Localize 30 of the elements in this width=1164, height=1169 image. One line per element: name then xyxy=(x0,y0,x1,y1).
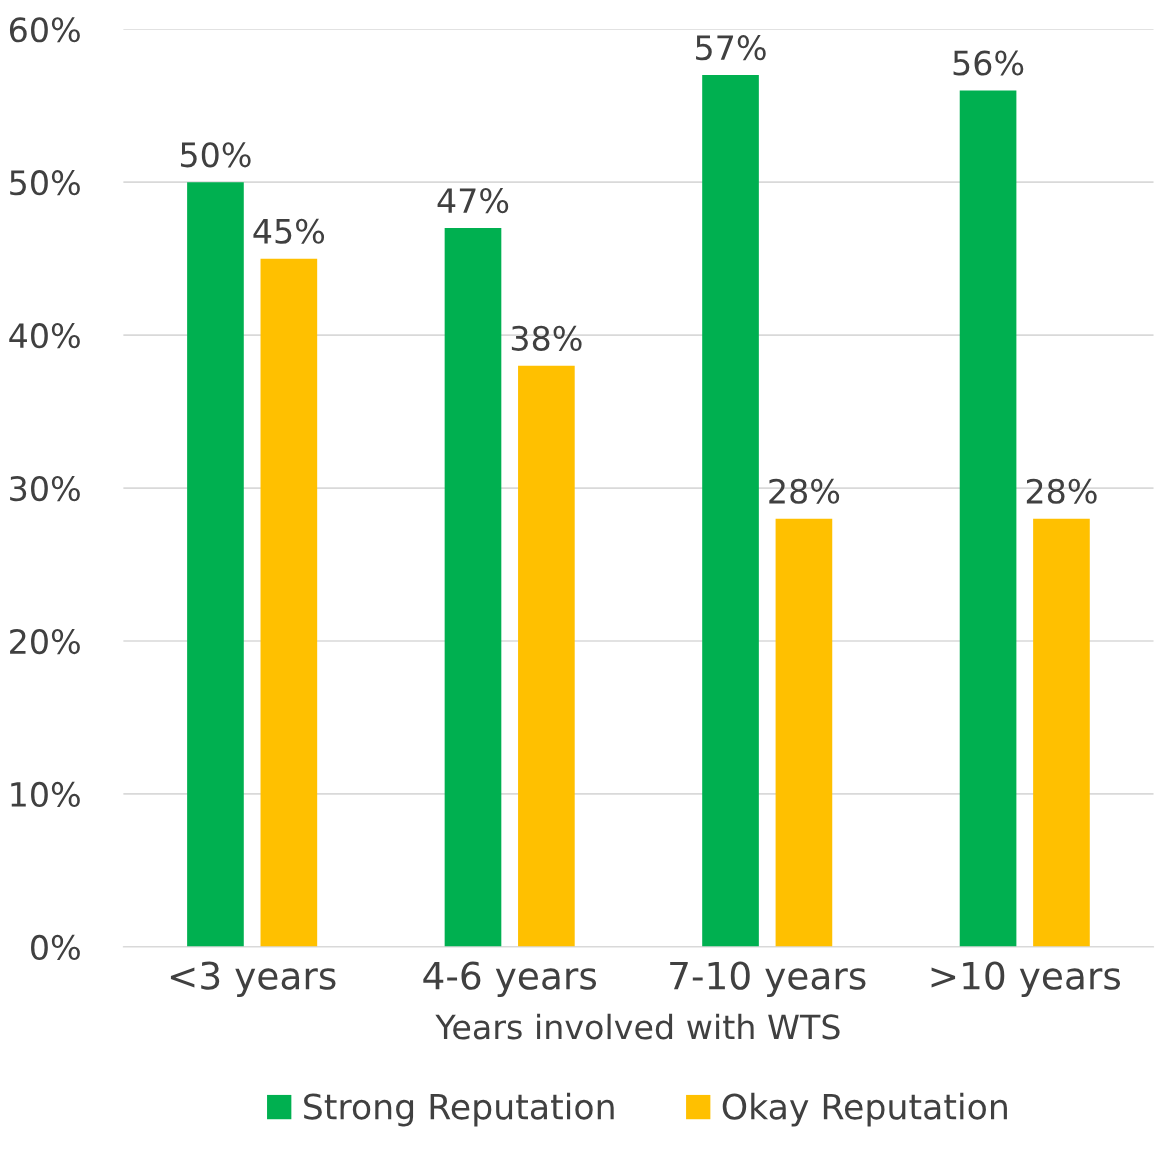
y-tick-label: 0% xyxy=(31,934,80,961)
y-tick-label: 20% xyxy=(10,628,80,655)
x-tick-label: >10 years xyxy=(931,961,1121,998)
x-tick-label: <3 years xyxy=(170,961,336,998)
legend-label: Okay Reputation xyxy=(722,1092,1007,1127)
data-label: 56% xyxy=(953,50,1024,76)
bar xyxy=(260,258,318,947)
bar xyxy=(518,365,575,947)
data-label: 28% xyxy=(769,478,840,504)
y-tick-label: 50% xyxy=(10,170,80,196)
data-label: 38% xyxy=(511,325,582,351)
data-label: 50% xyxy=(180,142,251,168)
bar xyxy=(444,228,502,947)
y-tick-label: 60% xyxy=(9,17,80,43)
bar xyxy=(775,518,833,947)
data-label: 28% xyxy=(1026,478,1097,504)
data-label: 57% xyxy=(696,35,766,61)
x-axis-title: Years involved with WTS xyxy=(435,1013,840,1040)
legend-label: Strong Reputation xyxy=(304,1092,614,1127)
data-label: 45% xyxy=(253,218,325,244)
data-label: 47% xyxy=(437,188,509,214)
x-tick-label: 7-10 years xyxy=(670,961,866,998)
bar xyxy=(187,182,244,947)
bar xyxy=(702,75,759,947)
y-tick-label: 30% xyxy=(10,475,80,502)
y-tick-label: 10% xyxy=(11,781,80,808)
y-tick-label: 40% xyxy=(9,323,80,349)
bar xyxy=(959,90,1017,947)
x-tick-label: 4-6 years xyxy=(423,961,597,998)
bar xyxy=(1033,518,1090,947)
